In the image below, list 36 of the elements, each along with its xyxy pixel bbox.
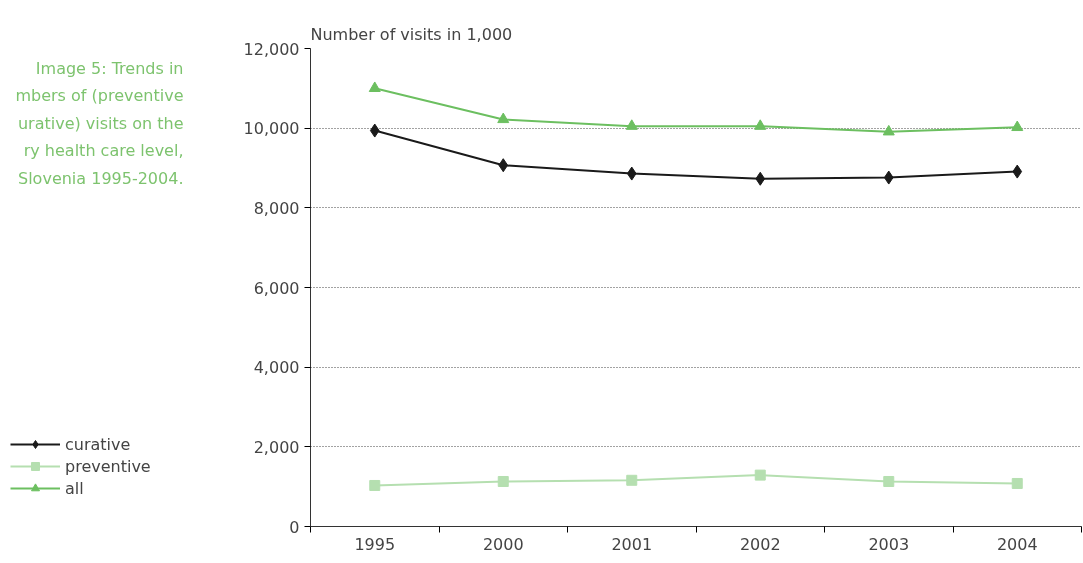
point [754,119,767,130]
y-tick-label: 12,000 [243,39,300,59]
point [369,123,380,138]
y-tick-label: 2,000 [253,437,300,457]
x-tick-label: 1995 [354,534,396,554]
point [755,171,766,186]
x-tick-label: 2003 [868,534,910,554]
text: Image 5: Trends in mbers of (preventive urative) visits on the ry health care level, Slovenia 1995-2004. [15,58,184,188]
point [625,119,638,130]
point [883,170,894,185]
x-tick-label: 2000 [482,534,524,554]
x-tick-label: 2001 [611,534,653,554]
point [626,166,637,181]
y-tick-label: 4,000 [253,358,300,378]
point [497,112,510,124]
x-tick-label: 2004 [996,534,1038,554]
point [1012,164,1023,179]
legend-label: curative [65,434,131,454]
y-tick-label: 6,000 [253,278,300,298]
x-tick-label: 2002 [739,534,781,554]
point [497,475,509,487]
legend-label: all [65,478,85,498]
y-tick-label: 8,000 [253,198,300,218]
point [1011,120,1024,132]
point [369,479,381,491]
legend-label: preventive [65,456,151,476]
y-tick-label: 10,000 [243,119,300,139]
point [498,158,509,173]
y-axis-title: Number of visits in 1,000 [310,24,513,44]
point [882,124,895,136]
point [626,474,638,486]
point [368,81,381,93]
point [1011,477,1023,489]
point [754,469,766,481]
point [883,475,895,487]
y-tick-label: 0 [289,517,300,537]
